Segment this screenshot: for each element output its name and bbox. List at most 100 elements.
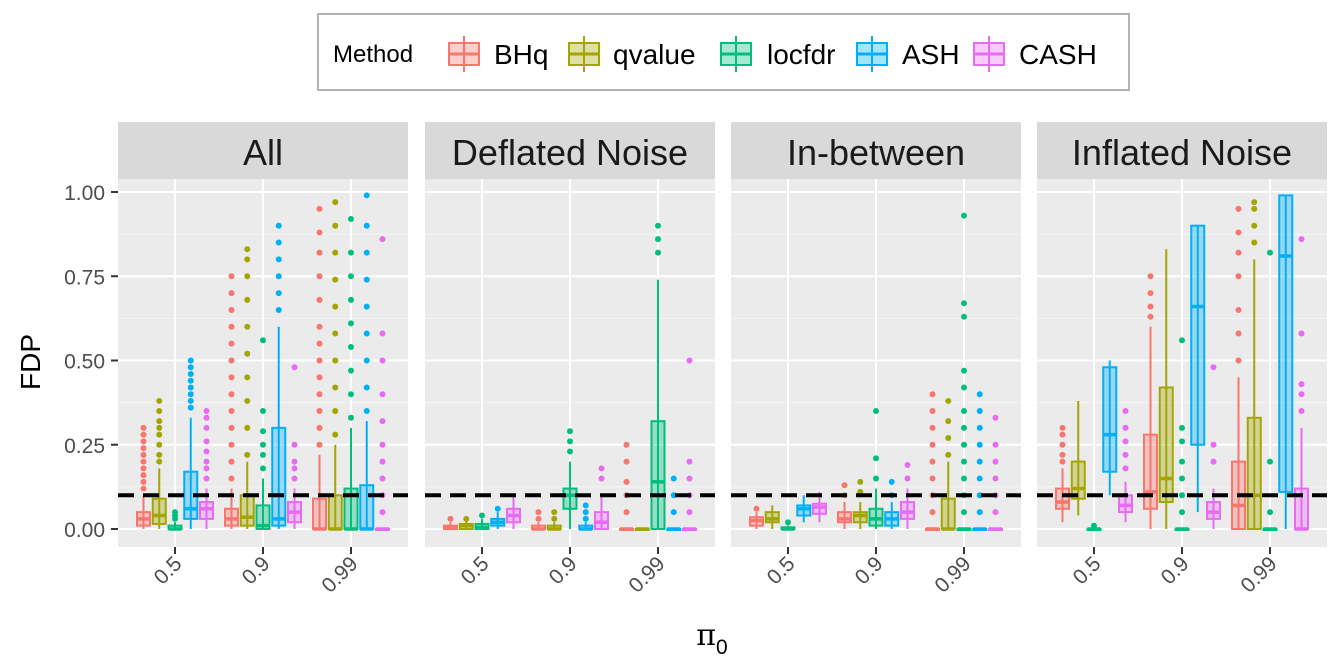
outlier-point — [1147, 273, 1154, 280]
panel-title: Inflated Noise — [1072, 132, 1292, 173]
outlier-point — [275, 222, 282, 229]
box-bhq-0.9 — [531, 509, 546, 531]
outlier-point — [348, 414, 354, 421]
outlier-point — [623, 478, 630, 485]
outlier-point — [857, 478, 864, 485]
outlier-point — [961, 384, 967, 391]
legend-item-ash: ASH — [856, 36, 960, 72]
outlier-point — [992, 414, 999, 421]
outlier-point — [291, 458, 298, 465]
outlier-point — [976, 441, 983, 448]
outlier-point — [873, 475, 879, 482]
outlier-point — [463, 515, 470, 522]
outlier-point — [316, 296, 323, 303]
box-qvalue-0.5 — [151, 397, 167, 529]
outlier-point — [363, 192, 370, 199]
outlier-point — [1179, 337, 1185, 344]
outlier-point — [156, 451, 163, 458]
outlier-point — [904, 475, 911, 482]
x-tick-label: 0.9 — [851, 552, 888, 589]
outlier-point — [228, 391, 235, 398]
outlier-point — [535, 515, 542, 522]
outlier-point — [140, 478, 147, 485]
y-tick-label: 0.25 — [64, 435, 105, 458]
outlier-point — [1267, 249, 1273, 256]
box-body — [1278, 194, 1294, 493]
outlier-point — [888, 478, 895, 485]
outlier-point — [379, 330, 386, 337]
outlier-point — [992, 458, 999, 465]
outlier-point — [1235, 330, 1242, 337]
outlier-point — [379, 357, 386, 364]
outlier-point — [598, 465, 605, 472]
x-tick-label: 0.99 — [930, 552, 975, 597]
box-bhq-0.5 — [443, 515, 458, 531]
outlier-point — [929, 391, 936, 398]
outlier-point — [363, 357, 370, 364]
outlier-point — [228, 374, 235, 381]
legend-label-locfdr: locfdr — [767, 39, 835, 70]
outlier-point — [582, 515, 589, 522]
box-bhq-0.5 — [749, 505, 764, 529]
outlier-point — [156, 397, 163, 404]
legend-key-qvalue — [568, 36, 600, 72]
outlier-point — [228, 475, 235, 482]
outlier-point — [244, 397, 251, 404]
outlier-point — [156, 408, 163, 415]
outlier-point — [753, 505, 760, 512]
box-body — [940, 497, 956, 531]
outlier-point — [1059, 424, 1066, 431]
outlier-point — [1298, 330, 1305, 337]
x-tick-label: 0.9 — [545, 552, 582, 589]
outlier-point — [187, 370, 194, 377]
box-body — [1070, 460, 1086, 500]
outlier-point — [479, 512, 485, 519]
outlier-point — [332, 384, 339, 391]
outlier-point — [655, 236, 661, 243]
legend-key-bhq — [448, 36, 480, 72]
x-tick-label: 0.5 — [1069, 552, 1106, 589]
box-cash-0.9 — [287, 364, 302, 529]
outlier-point — [156, 441, 163, 448]
outlier-point — [1122, 438, 1129, 445]
outlier-point — [1235, 249, 1242, 256]
outlier-point — [275, 290, 282, 297]
outlier-point — [976, 408, 983, 415]
box-locfdr-0.9 — [868, 408, 884, 529]
outlier-point — [316, 374, 323, 381]
outlier-point — [447, 515, 454, 522]
outlier-point — [379, 475, 386, 482]
outlier-point — [348, 344, 354, 351]
outlier-point — [260, 441, 266, 448]
outlier-point — [203, 414, 210, 421]
outlier-point — [1235, 205, 1242, 212]
outlier-point — [244, 273, 251, 280]
outlier-point — [623, 441, 630, 448]
outlier-point — [929, 441, 936, 448]
outlier-point — [275, 239, 282, 246]
outlier-point — [623, 509, 630, 516]
outlier-point — [187, 404, 194, 411]
outlier-point — [598, 475, 605, 482]
panel-deflated-noise: Deflated Noise 0.5 0.9 0.99 — [425, 122, 715, 597]
box-ash-0.5 — [796, 495, 812, 523]
outlier-point — [363, 276, 370, 283]
outlier-point — [992, 441, 999, 448]
box-qvalue-0.99 — [1246, 199, 1262, 531]
x-axis-title-symbol: π — [696, 618, 716, 653]
outlier-point — [228, 458, 235, 465]
box-body — [239, 494, 255, 527]
outlier-point — [348, 320, 354, 327]
outlier-point — [332, 222, 339, 229]
outlier-point — [1122, 451, 1129, 458]
outlier-point — [332, 276, 339, 283]
outlier-point — [1059, 458, 1066, 465]
outlier-point — [244, 323, 251, 330]
outlier-point — [929, 408, 936, 415]
box-ash-0.99 — [1278, 194, 1294, 529]
box-cash-0.5 — [506, 495, 521, 529]
outlier-point — [203, 448, 210, 455]
box-body — [151, 497, 167, 525]
outlier-point — [961, 458, 967, 465]
outlier-point — [1059, 451, 1066, 458]
